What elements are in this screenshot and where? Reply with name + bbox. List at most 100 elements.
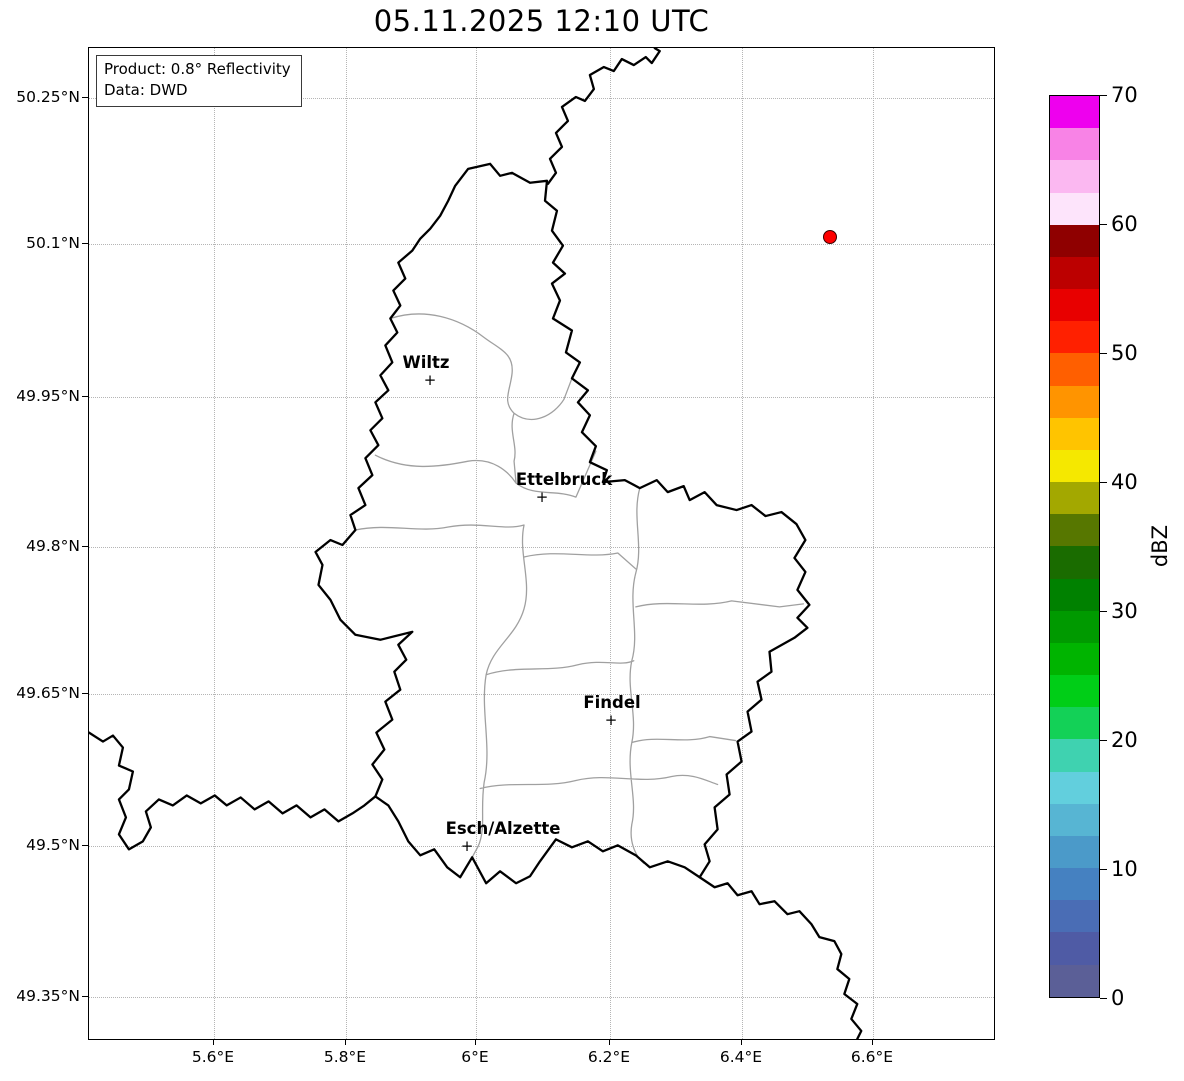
gridline-horizontal [89,694,994,695]
colorbar-tick [1100,482,1107,483]
city-label: Wiltz [402,353,450,372]
colorbar-segment [1050,803,1099,836]
y-axis-tick-label: 49.35°N [16,987,80,1005]
colorbar-tick [1100,740,1107,741]
colorbar [1049,95,1100,998]
colorbar-segment [1050,224,1099,257]
colorbar-tick [1100,95,1107,96]
colorbar-segment [1050,482,1099,515]
colorbar-segment [1050,675,1099,708]
colorbar-segment [1050,964,1099,997]
radar-site-marker [823,230,837,244]
y-axis-tick [82,845,88,846]
y-axis-tick-label: 50.1°N [26,234,80,252]
gridline-horizontal [89,846,994,847]
gridline-horizontal [89,397,994,398]
colorbar-tick-label: 70 [1111,83,1138,107]
gridline-horizontal [89,547,994,548]
y-axis-tick-label: 49.8°N [26,537,80,555]
colorbar-tick-label: 60 [1111,212,1138,236]
city-label: Ettelbruck [515,470,613,489]
colorbar-segment [1050,932,1099,965]
colorbar-segment [1050,353,1099,386]
gridline-horizontal [89,997,994,998]
data-source-line: Data: DWD [104,81,188,99]
city-marker: + [460,837,474,856]
colorbar-segment [1050,900,1099,933]
colorbar-tick-label: 30 [1111,599,1138,623]
colorbar-segment [1050,739,1099,772]
y-axis-tick [82,546,88,547]
colorbar-tick-label: 20 [1111,728,1138,752]
gridline-vertical [214,48,215,1039]
y-axis-tick-label: 49.5°N [26,836,80,854]
gridline-vertical [873,48,874,1039]
colorbar-segment [1050,868,1099,901]
country-border-north [546,48,661,185]
y-axis-tick-label: 50.25°N [16,88,80,106]
colorbar-segment [1050,160,1099,193]
colorbar-tick-label: 10 [1111,857,1138,881]
x-axis-tick-label: 5.8°E [323,1048,367,1066]
y-axis-tick [82,396,88,397]
colorbar-tick [1100,869,1107,870]
x-axis-tick [475,1040,476,1045]
colorbar-tick-label: 0 [1111,986,1125,1010]
colorbar-segment [1050,289,1099,322]
colorbar-segment [1050,771,1099,804]
x-axis-tick-label: 6°E [461,1048,489,1066]
country-border-southeast [698,876,863,1039]
map-canvas [89,48,863,1039]
colorbar-segment [1050,128,1099,161]
colorbar-segment [1050,546,1099,579]
colorbar-segment [1050,449,1099,483]
colorbar-segment [1050,514,1099,547]
x-axis-tick [213,1040,214,1045]
colorbar-segment [1050,835,1099,869]
colorbar-segment [1050,417,1099,450]
gridline-vertical [610,48,611,1039]
y-axis-tick-label: 49.95°N [16,387,80,405]
district-borders [354,313,805,864]
y-axis-tick [82,693,88,694]
gridline-vertical [742,48,743,1039]
product-info-line: Product: 0.8° Reflectivity [104,60,291,78]
gridline-vertical [476,48,477,1039]
city-marker: + [423,371,437,390]
colorbar-tick [1100,353,1107,354]
country-border-luxembourg [314,162,811,885]
gridline-horizontal [89,98,994,99]
colorbar-tick [1100,224,1107,225]
colorbar-segment [1050,707,1099,740]
colorbar-tick [1100,611,1107,612]
plot-title: 05.11.2025 12:10 UTC [373,4,710,38]
colorbar-segment [1050,96,1099,129]
gridline-horizontal [89,244,994,245]
y-axis-tick [82,996,88,997]
y-axis-tick [82,243,88,244]
city-label: Esch/Alzette [445,819,561,838]
y-axis-tick [82,97,88,98]
x-axis-tick-label: 5.6°E [191,1048,235,1066]
city-label: Findel [583,693,641,712]
map-plot-area: Product: 0.8° Reflectivity Data: DWD Wil… [88,47,995,1040]
city-marker: + [604,711,618,730]
x-axis-tick [872,1040,873,1045]
colorbar-segment [1050,385,1099,418]
product-info-box: Product: 0.8° Reflectivity Data: DWD [96,55,302,107]
colorbar-tick [1100,998,1107,999]
city-marker: + [535,488,549,507]
colorbar-unit-label: dBZ [1148,524,1172,568]
colorbar-segment [1050,578,1099,611]
x-axis-tick [345,1040,346,1045]
colorbar-tick-label: 40 [1111,470,1138,494]
gridline-vertical [346,48,347,1039]
y-axis-tick-label: 49.65°N [16,684,80,702]
x-axis-tick [609,1040,610,1045]
colorbar-segment [1050,256,1099,290]
colorbar-segment [1050,610,1099,643]
country-border-southwest [89,731,377,851]
x-axis-tick-label: 6.2°E [587,1048,631,1066]
